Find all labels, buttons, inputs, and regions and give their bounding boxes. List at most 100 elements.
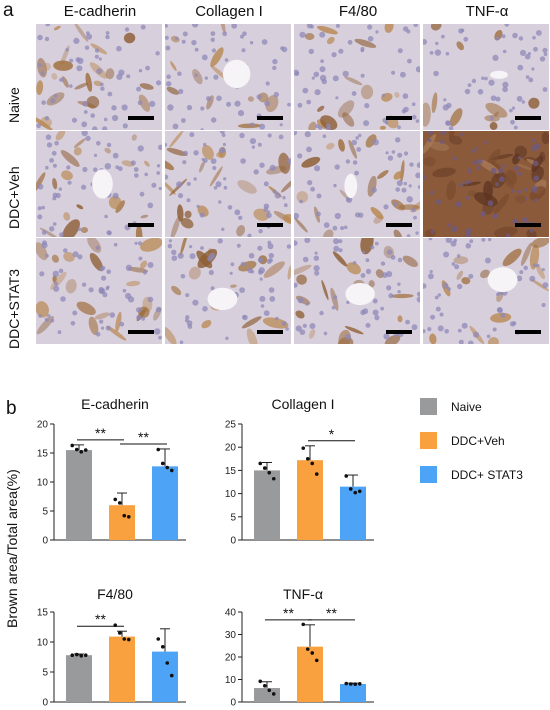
bar-1 — [66, 655, 92, 702]
data-point — [314, 472, 319, 476]
y-tick-label: 0 — [230, 536, 236, 547]
y-tick-label: 15 — [225, 466, 237, 477]
significance-label: ** — [283, 605, 294, 621]
data-point — [126, 515, 131, 519]
y-tick-label: 0 — [42, 536, 48, 547]
panel-b-letter: b — [6, 398, 17, 419]
data-point — [160, 645, 165, 649]
y-tick-label: 20 — [37, 420, 49, 431]
data-point — [353, 682, 358, 687]
data-point — [305, 457, 310, 461]
bar-3 — [340, 684, 366, 702]
scale-bar — [386, 330, 412, 334]
chart-title-collagen: Collagen I — [271, 396, 335, 412]
data-point — [122, 637, 127, 641]
bar-2 — [297, 646, 323, 702]
column-header-f480: F4/80 — [338, 3, 378, 20]
bar-2 — [109, 505, 135, 540]
bar-chart-tnfa: 0 10 20 30 40 ** ** — [225, 605, 374, 708]
bar-1 — [254, 470, 280, 540]
y-tick-label: 30 — [225, 630, 237, 641]
micrograph-ddc-stat3-f480 — [294, 238, 420, 344]
data-point — [357, 489, 362, 494]
scale-bar — [386, 116, 412, 120]
data-point — [267, 688, 272, 693]
y-tick-label: 10 — [37, 638, 49, 649]
row-header-ddc-veh: DDC+Veh — [6, 166, 22, 229]
y-tick-label: 15 — [37, 608, 49, 619]
micrograph-naive-ecadherin — [36, 24, 162, 130]
micrograph-ddc-veh-f480 — [294, 131, 420, 237]
legend-label-naive: Naive — [451, 400, 482, 414]
scale-bar — [515, 223, 541, 227]
bar-2 — [109, 636, 135, 702]
data-point — [267, 470, 272, 475]
bar-chart-collagen: 0 5 10 15 20 25 * — [225, 420, 374, 547]
legend-swatch-ddc-stat3 — [420, 466, 437, 483]
bar-2 — [297, 460, 323, 540]
bar-3 — [340, 486, 366, 540]
scale-bar — [128, 116, 154, 120]
data-point — [117, 501, 122, 505]
micrograph-ddc-stat3-tnfa — [423, 238, 549, 344]
data-point — [301, 622, 306, 627]
y-tick-label: 10 — [225, 489, 237, 500]
data-point — [74, 652, 79, 657]
data-point — [83, 653, 88, 657]
bar-chart-ecadherin: 0 5 10 15 20 ** ** — [37, 420, 186, 547]
significance-label: ** — [95, 611, 106, 627]
data-point — [160, 461, 165, 466]
data-point — [305, 647, 310, 651]
y-tick-label: 20 — [225, 653, 237, 664]
scale-bar — [386, 223, 412, 227]
y-tick-label: 5 — [230, 512, 236, 523]
micrograph-naive-collagen — [165, 24, 291, 130]
data-point — [348, 682, 353, 686]
chart-title-tnfa: TNF-α — [283, 586, 323, 602]
micrograph-naive-f480 — [294, 24, 420, 130]
legend-label-ddc-veh: DDC+Veh — [451, 434, 505, 448]
micrograph-ddc-veh-tnfa — [423, 131, 549, 237]
data-point — [122, 513, 127, 518]
data-point — [271, 692, 276, 696]
y-tick-label: 40 — [225, 608, 237, 619]
data-point — [344, 681, 349, 686]
y-tick-label: 10 — [225, 675, 237, 686]
scale-bar — [128, 330, 154, 334]
significance-label: * — [329, 426, 335, 442]
data-point — [83, 448, 88, 452]
data-point — [79, 654, 84, 658]
bar-1 — [66, 450, 92, 540]
data-point — [156, 447, 161, 452]
data-point — [165, 465, 170, 470]
chart-title-ecadherin: E-cadherin — [81, 396, 149, 412]
scale-bar — [515, 330, 541, 334]
data-point — [348, 487, 353, 491]
row-header-naive: Naive — [6, 87, 22, 123]
data-point — [262, 466, 267, 470]
data-point — [74, 447, 79, 452]
data-point — [169, 673, 174, 678]
significance-label: ** — [326, 605, 337, 621]
micrograph-ddc-stat3-collagen — [165, 238, 291, 344]
scale-bar — [257, 223, 283, 227]
data-point — [310, 651, 315, 655]
scale-bar — [515, 116, 541, 120]
data-point — [301, 446, 306, 450]
data-point — [262, 684, 267, 688]
y-tick-label: 5 — [42, 668, 48, 679]
data-point — [271, 476, 276, 481]
bar-3 — [152, 466, 178, 540]
data-point — [353, 490, 358, 495]
data-point — [344, 474, 349, 478]
significance-label: ** — [138, 429, 149, 445]
y-tick-label: 5 — [42, 507, 48, 518]
column-header-collagen: Collagen I — [195, 3, 263, 20]
bar-3 — [152, 651, 178, 702]
legend-swatch-ddc-veh — [420, 432, 437, 449]
significance-label: ** — [95, 425, 106, 441]
y-tick-label: 15 — [37, 449, 49, 460]
data-point — [314, 658, 319, 663]
bar-1 — [254, 688, 280, 702]
y-tick-label: 10 — [37, 478, 49, 489]
